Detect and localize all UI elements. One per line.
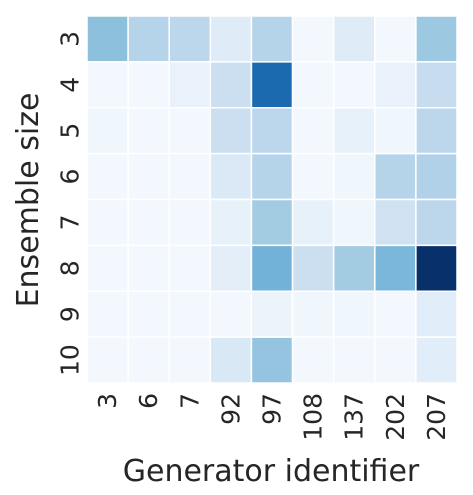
heatmap-cell-3-137 [332,15,376,63]
heatmap-cell-5-207 [415,107,458,155]
heatmap-cell-9-6 [127,290,170,338]
heatmap-cell-4-6 [127,61,170,109]
heatmap-cell-10-207 [415,336,458,384]
heatmap-cell-3-207 [415,15,458,63]
heatmap-cell-6-202 [374,152,417,201]
heatmap-cell-6-108 [291,152,335,201]
heatmap-cell-9-97 [250,290,294,338]
heatmap-cell-7-202 [374,198,417,247]
heatmap-cell-6-92 [209,152,253,201]
y-tick-label: 4 [56,77,85,93]
heatmap-cell-3-6 [127,15,170,63]
y-tick-label: 5 [56,123,85,139]
heatmap-cell-7-3 [86,198,129,247]
heatmap-cell-5-97 [250,107,294,155]
y-tick-label: 10 [56,344,85,376]
heatmap-cell-10-137 [332,336,376,384]
x-tick-label: 92 [216,393,245,425]
x-axis-label: Generator identifier [123,454,420,489]
heatmap-cell-8-137 [332,244,376,292]
heatmap-cell-4-108 [291,61,335,109]
x-tick-label: 97 [258,393,287,425]
heatmap-cell-7-108 [291,198,335,247]
heatmap-cell-10-6 [127,336,170,384]
heatmap-cell-7-97 [250,198,294,247]
x-tick-label: 3 [93,393,122,409]
heatmap-cell-10-97 [250,336,294,384]
y-tick-label: 6 [56,169,85,185]
y-tick-label: 3 [56,31,85,47]
heatmap-cell-9-7 [168,290,212,338]
heatmap-cell-8-108 [291,244,335,292]
heatmap-cell-9-207 [415,290,458,338]
heatmap-cell-8-7 [168,244,212,292]
heatmap-cell-5-108 [291,107,335,155]
heatmap-cell-8-6 [127,244,170,292]
heatmap-cell-7-6 [127,198,170,247]
y-tick-label: 7 [56,214,85,230]
heatmap-cell-8-97 [250,244,294,292]
heatmap-cell-4-97 [250,61,294,109]
heatmap-cell-5-92 [209,107,253,155]
heatmap-cells [86,15,458,384]
heatmap-cell-10-92 [209,336,253,384]
x-tick-label: 108 [299,393,328,441]
heatmap-cell-3-92 [209,15,253,63]
heatmap-cell-3-7 [168,15,212,63]
heatmap-cell-3-202 [374,15,417,63]
y-tick-label: 8 [56,260,85,276]
heatmap-cell-4-92 [209,61,253,109]
heatmap-cell-9-3 [86,290,129,338]
heatmap-cell-10-108 [291,336,335,384]
heatmap-cell-10-202 [374,336,417,384]
y-axis-label: Ensemble size [11,93,46,308]
x-tick-label: 137 [340,393,369,441]
heatmap-cell-9-108 [291,290,335,338]
heatmap-cell-9-92 [209,290,253,338]
x-tick-label: 7 [175,393,204,409]
heatmap-cell-3-97 [250,15,294,63]
x-tick-label: 207 [422,393,451,441]
heatmap-cell-5-202 [374,107,417,155]
heatmap-cell-4-137 [332,61,376,109]
heatmap-cell-6-137 [332,152,376,201]
heatmap-cell-5-7 [168,107,212,155]
heatmap-cell-9-202 [374,290,417,338]
y-tick-label: 9 [56,306,85,322]
heatmap-cell-8-3 [86,244,129,292]
x-tick-label: 6 [134,393,163,409]
x-tick-label: 202 [381,393,410,441]
heatmap-cell-4-3 [86,61,129,109]
heatmap-cell-8-92 [209,244,253,292]
heatmap-cell-8-207 [415,244,458,292]
heatmap-cell-5-6 [127,107,170,155]
heatmap-cell-10-7 [168,336,212,384]
heatmap-cell-7-92 [209,198,253,247]
heatmap-cell-3-108 [291,15,335,63]
heatmap-cell-7-7 [168,198,212,247]
heatmap-cell-6-97 [250,152,294,201]
heatmap-cell-4-7 [168,61,212,109]
heatmap-cell-6-207 [415,152,458,201]
heatmap-cell-8-202 [374,244,417,292]
x-tick-labels: 3 6 7 92 97 108 137 202 207 [93,393,451,441]
heatmap-cell-6-6 [127,152,170,201]
heatmap-cell-6-7 [168,152,212,201]
heatmap-cell-7-137 [332,198,376,247]
y-tick-labels: 3 4 5 6 7 8 9 10 [56,31,85,376]
heatmap-cell-5-3 [86,107,129,155]
heatmap-cell-4-207 [415,61,458,109]
heatmap-cell-7-207 [415,198,458,247]
heatmap-cell-5-137 [332,107,376,155]
heatmap-cell-4-202 [374,61,417,109]
heatmap-cell-6-3 [86,152,129,201]
heatmap-cell-3-3 [86,15,129,63]
heatmap-cell-9-137 [332,290,376,338]
heatmap-cell-10-3 [86,336,129,384]
